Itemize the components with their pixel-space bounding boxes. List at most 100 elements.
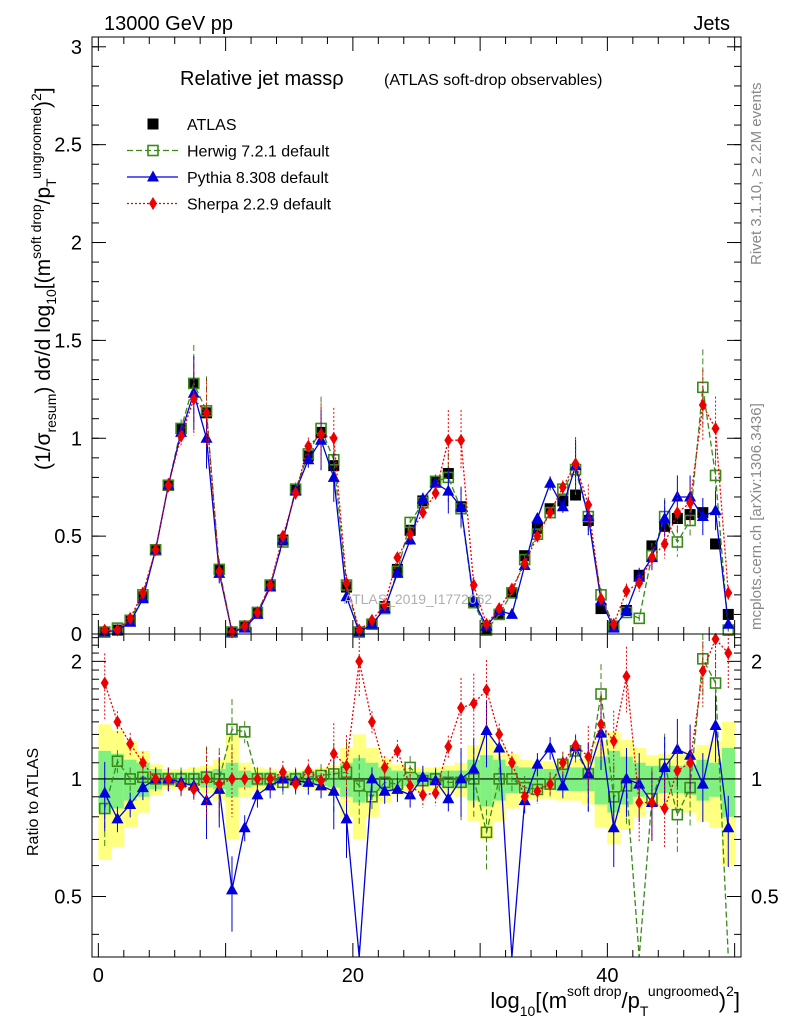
ratio-data-point [467, 762, 480, 774]
data-point [416, 492, 429, 504]
ratio-data-point [531, 757, 544, 769]
data-point [710, 538, 722, 550]
ratio-data-point [607, 821, 620, 833]
ratio-data-point [138, 756, 147, 770]
data-point [444, 433, 453, 447]
ratio-data-point [404, 761, 416, 774]
ratio-data-point [391, 782, 404, 794]
plot-title-sub: (ATLAS soft-drop observables) [384, 72, 602, 89]
ratio-data-point [684, 748, 697, 760]
ratio-data-point [533, 784, 542, 798]
ratio-data-point [304, 764, 313, 778]
ratio-data-point [457, 701, 466, 715]
data-point [393, 551, 402, 565]
ratio-data-point [609, 734, 618, 748]
ratio-data-point [226, 723, 238, 736]
data-point [177, 429, 186, 443]
data-point [533, 529, 542, 543]
data-point [673, 506, 682, 520]
ratio-data-point [480, 724, 493, 736]
ratio-band-inner [111, 753, 125, 809]
ratio-data-point [238, 726, 251, 738]
ratio-y-tick-label-right: 1 [751, 769, 762, 791]
ratio-data-point [696, 777, 709, 789]
header-right: Jets [693, 13, 730, 35]
data-point [698, 398, 707, 412]
data-point [329, 431, 338, 445]
ratio-data-point [126, 737, 135, 751]
legend-label: ATLAS [187, 117, 237, 134]
ratio-data-point [558, 756, 567, 770]
ratio-data-point [329, 747, 338, 761]
ratio-data-point [722, 821, 735, 833]
data-point [367, 613, 376, 627]
ratio-series-pythia [98, 695, 735, 958]
ratio-y-tick-label: 0.5 [54, 887, 82, 909]
ratio-data-point [327, 784, 340, 796]
data-point [584, 498, 593, 512]
data-point [711, 421, 720, 435]
data-point [189, 392, 198, 406]
ratio-y-axis-label: Ratio to ATLAS [25, 748, 42, 856]
data-point [633, 612, 645, 625]
data-point [406, 527, 415, 541]
ratio-plot-panel: 0.5 0.51 12 20 20 40 [54, 632, 779, 987]
plot-title-main: Relative jet massρ [180, 68, 344, 90]
ratio-data-point [177, 779, 186, 793]
ratio-data-point [546, 777, 555, 791]
ratio-data-point [507, 756, 516, 770]
data-point [227, 625, 236, 639]
data-point [429, 476, 442, 488]
ratio-data-point [582, 767, 595, 779]
ratio-plot-frame [91, 633, 742, 958]
ratio-data-point [189, 782, 198, 796]
ratio-data-point [493, 773, 506, 785]
ratio-data-point [266, 772, 275, 786]
ratio-series-sherpa [100, 632, 733, 848]
data-point [571, 457, 580, 471]
mcplots-label: mcplots.cern.ch [arXiv:1306.3436] [748, 403, 765, 630]
x-tick-label: 0 [93, 965, 104, 987]
ratio-data-point [431, 786, 440, 800]
ratio-data-point [404, 788, 417, 800]
data-point [531, 512, 544, 524]
legend-marker [147, 144, 159, 157]
ratio-data-point [620, 772, 633, 784]
ratio-data-point [164, 772, 173, 786]
ratio-data-point [111, 812, 124, 824]
ratio-data-point [584, 750, 593, 764]
data-point [620, 604, 633, 616]
data-point [495, 602, 504, 616]
data-point [266, 578, 275, 592]
ratio-data-point [380, 760, 389, 774]
ratio-data-point [111, 755, 124, 768]
main-plot-panel: ATLAS_2019_I1772062 0 0.5 1 1.5 2 2.5 3 Relati… [54, 36, 742, 646]
ratio-data-point [660, 802, 669, 816]
ratio-data-point [406, 779, 415, 793]
main-y-tick-label: 0 [71, 624, 82, 646]
ratio-data-point [556, 779, 569, 791]
data-point [215, 564, 224, 578]
ratio-data-point [100, 676, 109, 690]
ratio-data-point [520, 790, 529, 804]
watermark: ATLAS_2019_I1772062 [344, 591, 493, 607]
ratio-data-point [633, 777, 646, 789]
ratio-y-tick-label: 2 [71, 651, 82, 673]
data-point [647, 551, 656, 565]
data-point [253, 605, 262, 619]
data-point [671, 490, 684, 502]
ratio-data-point [302, 775, 315, 787]
data-point [302, 453, 315, 465]
data-point [278, 529, 287, 543]
series-line [104, 397, 729, 633]
ratio-data-point [136, 781, 149, 793]
ratio-data-point [544, 741, 557, 753]
ratio-data-point [202, 772, 211, 786]
data-point [291, 486, 300, 500]
ratio-data-point [482, 683, 491, 697]
data-point [658, 512, 671, 524]
main-y-tick-label: 2 [71, 233, 82, 255]
main-y-tick-label: 2.5 [54, 135, 82, 157]
main-y-tick-label: 3 [71, 37, 82, 59]
ratio-data-point [455, 772, 468, 784]
